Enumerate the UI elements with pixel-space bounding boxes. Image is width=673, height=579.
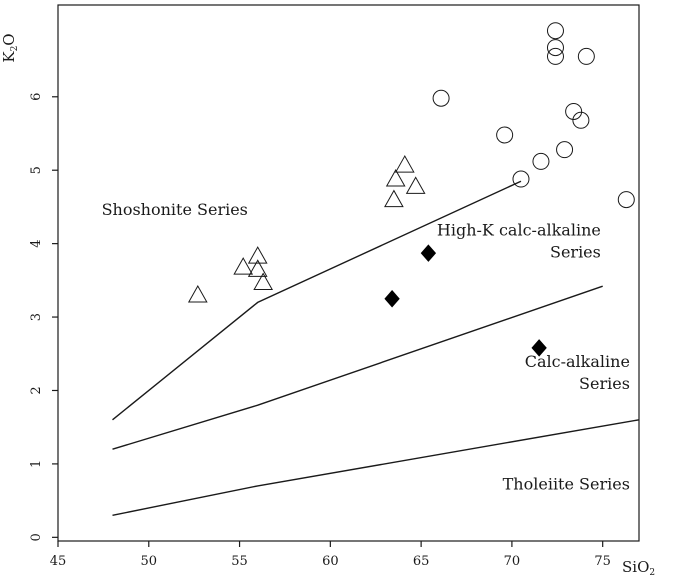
triangle-point xyxy=(253,272,274,291)
circle-point xyxy=(532,152,550,170)
circle-point xyxy=(617,191,635,209)
triangle-point xyxy=(384,189,404,208)
region-label-line: High-K calc-alkaline xyxy=(437,221,601,240)
region-label-high-k: High-K calc-alkaline Series xyxy=(437,221,601,262)
x-tick-label: 70 xyxy=(504,554,521,569)
x-axis-title: SiO2 xyxy=(622,558,655,578)
circle-point xyxy=(577,47,595,65)
circle-point xyxy=(546,22,564,40)
triangle-point xyxy=(394,155,415,173)
diamond-point xyxy=(420,244,437,262)
y-axis-title-sub: 2 xyxy=(10,46,20,52)
diamond-point xyxy=(531,339,547,357)
y-tick-label: 6 xyxy=(29,93,44,101)
circle-point xyxy=(572,111,590,129)
region-label-shoshonite: Shoshonite Series xyxy=(102,200,248,219)
y-tick-label: 4 xyxy=(29,239,44,247)
y-tick-label: 3 xyxy=(29,313,44,321)
y-axis-title: K2O xyxy=(0,33,20,62)
region-labels: Shoshonite Series High-K calc-alkaline Ser… xyxy=(102,200,630,494)
triangle-point xyxy=(385,168,406,187)
boundary-line xyxy=(112,180,522,421)
x-tick-label: 50 xyxy=(141,554,158,569)
circle-point xyxy=(546,47,564,65)
circle-point xyxy=(496,126,514,144)
data-points xyxy=(187,22,635,357)
circle-point xyxy=(565,102,583,120)
x-tick-label: 75 xyxy=(594,554,611,569)
region-label-tholeiite: Tholeiite Series xyxy=(503,475,630,494)
region-label-line: Series xyxy=(550,243,601,262)
plot-border xyxy=(57,4,640,542)
x-tick-label: 65 xyxy=(413,554,430,569)
circle-point xyxy=(432,89,450,107)
triangle-point xyxy=(405,176,426,194)
triangle-point xyxy=(247,259,268,277)
x-axis-title-sub: 2 xyxy=(649,568,655,578)
y-tick-label: 1 xyxy=(29,460,44,468)
x-axis-title-main: SiO xyxy=(622,558,649,576)
triangle-point xyxy=(247,246,268,264)
triangle-point xyxy=(187,285,208,303)
boundary-line xyxy=(112,285,603,450)
y-axis-title-main: K xyxy=(0,51,18,63)
triangle-point xyxy=(233,257,254,275)
region-label-line: Tholeiite Series xyxy=(503,475,630,494)
circle-point xyxy=(512,170,530,188)
region-label-line: Shoshonite Series xyxy=(102,200,248,219)
plot-frame xyxy=(57,4,640,542)
circle-point xyxy=(556,141,574,159)
region-label-line: Calc-alkaline xyxy=(525,352,630,371)
x-tick-label: 60 xyxy=(322,554,339,569)
diamond-point xyxy=(384,289,400,308)
circle-point xyxy=(546,39,564,57)
y-tick-label: 2 xyxy=(29,386,44,394)
y-axis-title-tail: O xyxy=(0,33,18,45)
boundary-lines xyxy=(112,180,640,516)
y-tick-label: 0 xyxy=(29,533,44,541)
region-label-line: Series xyxy=(579,374,630,393)
x-tick-label: 55 xyxy=(231,554,248,569)
x-tick-label: 45 xyxy=(50,554,67,569)
boundary-line xyxy=(112,419,640,516)
y-tick-label: 5 xyxy=(29,166,44,174)
region-label-calc-alkaline: Calc-alkaline Series xyxy=(525,352,630,393)
